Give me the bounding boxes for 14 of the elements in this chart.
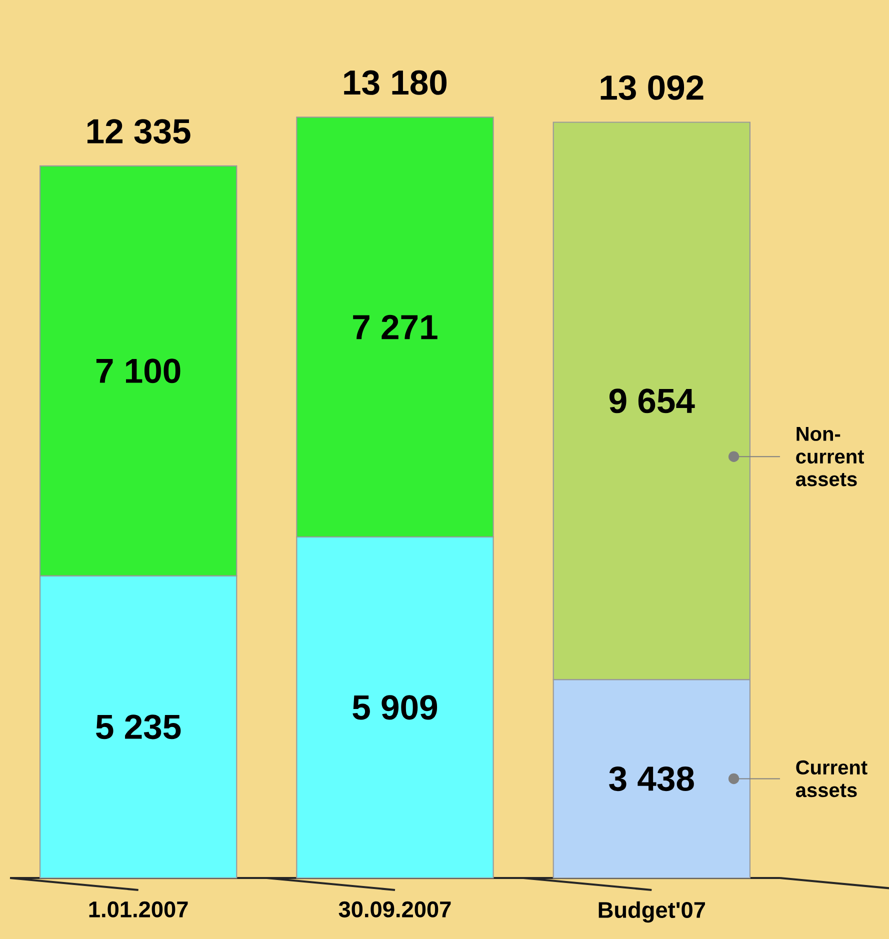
data-label: 7 271	[353, 314, 438, 340]
total-label: 12 335	[87, 119, 190, 144]
data-label: 3 438	[609, 766, 694, 792]
data-label: 5 235	[96, 714, 181, 740]
x-tick-label: Budget'07	[598, 901, 705, 923]
data-label: 5 909	[352, 695, 438, 720]
data-label: 9 654	[609, 388, 695, 414]
x-tick-label: 1.01.2007	[89, 901, 188, 918]
text: Current assets	[796, 760, 868, 798]
data-label: 7 100	[96, 358, 180, 384]
text: Non-current assets	[796, 426, 864, 486]
total-label: 13 092	[600, 75, 704, 100]
total-label: 13 180	[344, 70, 447, 95]
x-tick-label: 30.09.2007	[338, 901, 451, 918]
